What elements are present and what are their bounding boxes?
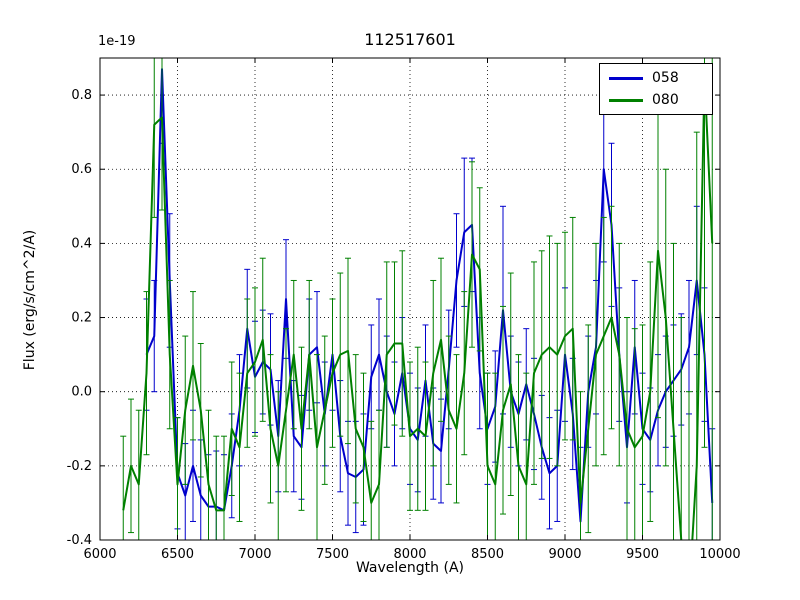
x-tick-label: 9500 (626, 547, 659, 562)
x-tick-label: 8000 (393, 547, 426, 562)
axis-ticks: 6000 6500 7000 7500 8000 8500 9000 9500 10000 -0.… (67, 58, 741, 562)
y-tick-label: 0.0 (71, 385, 92, 400)
legend-entry: 058 (609, 71, 703, 85)
x-tick-label: 6500 (161, 547, 194, 562)
legend-label: 080 (652, 92, 679, 108)
y-axis-label: Flux (erg/s/cm^2/A) (22, 229, 38, 371)
y-tick-label: 0.2 (71, 311, 92, 326)
legend-entry: 080 (609, 93, 703, 107)
x-tick-label: 6000 (83, 547, 116, 562)
y-tick-label: -0.4 (67, 533, 92, 548)
y-axis-offset-label: 1e-19 (98, 34, 136, 49)
y-tick-label: -0.2 (67, 459, 92, 474)
legend-line-sample (609, 98, 643, 102)
legend-label: 058 (652, 70, 679, 86)
x-tick-label: 10000 (699, 547, 740, 562)
y-tick-label: 0.6 (71, 162, 92, 177)
x-tick-label: 7500 (316, 547, 349, 562)
chart-title: 112517601 (364, 30, 456, 49)
x-tick-label: 8500 (471, 547, 504, 562)
legend: 058 080 (599, 63, 713, 115)
y-tick-label: 0.8 (71, 88, 92, 103)
x-tick-label: 9000 (548, 547, 581, 562)
y-tick-label: 0.4 (71, 236, 92, 251)
x-axis-label: Wavelength (A) (355, 560, 464, 576)
legend-line-sample (609, 76, 643, 80)
x-tick-label: 7000 (238, 547, 271, 562)
series-080 (120, 58, 716, 540)
data-series-layer (120, 58, 716, 540)
